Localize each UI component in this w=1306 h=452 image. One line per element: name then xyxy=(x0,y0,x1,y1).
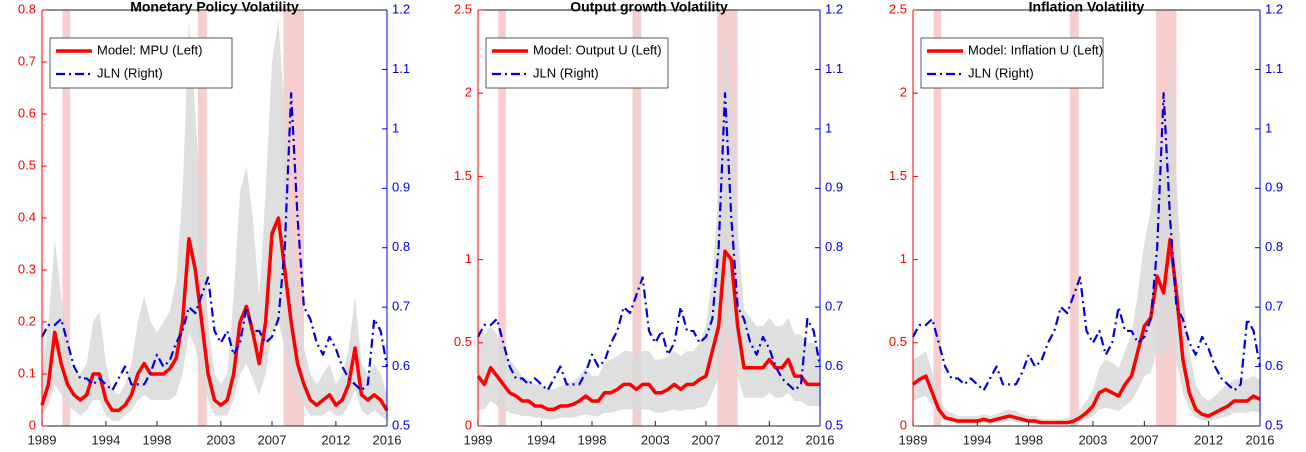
y-tick-label: 0.3 xyxy=(18,261,36,276)
y-tick-label: 1 xyxy=(465,251,472,266)
y-tick-label: 2 xyxy=(900,85,907,100)
y2-tick-label: 0.9 xyxy=(392,180,410,195)
x-tick-label: 1998 xyxy=(143,432,172,447)
x-tick-label: 2007 xyxy=(258,432,287,447)
y-tick-label: 0.5 xyxy=(18,157,36,172)
y-tick-label: 1 xyxy=(900,251,907,266)
y2-tick-label: 0.8 xyxy=(392,239,410,254)
legend-label: JLN (Right) xyxy=(533,65,599,80)
confidence-band xyxy=(478,26,820,420)
y-tick-label: 0.7 xyxy=(18,53,36,68)
y2-tick-label: 0.9 xyxy=(1265,180,1283,195)
y2-tick-label: 1.2 xyxy=(392,1,410,16)
series-line xyxy=(40,216,389,413)
legend-label: Model: Inflation U (Left) xyxy=(968,42,1103,57)
recession-shade xyxy=(62,10,71,426)
y2-tick-label: 0.5 xyxy=(825,417,843,432)
y2-tick-label: 0.8 xyxy=(1265,239,1283,254)
y-tick-label: 0.6 xyxy=(18,105,36,120)
legend-label: Model: MPU (Left) xyxy=(97,42,202,57)
recession-shade xyxy=(197,10,207,426)
y-tick-label: 2 xyxy=(465,85,472,100)
x-tick-label: 1994 xyxy=(91,432,120,447)
legend-label: Model: Output U (Left) xyxy=(533,42,662,57)
y2-tick-label: 0.9 xyxy=(825,180,843,195)
confidence-band xyxy=(42,20,387,421)
y2-tick-label: 0.7 xyxy=(392,299,410,314)
y2-tick-label: 1 xyxy=(392,120,399,135)
chart-title: Output growth Volatility xyxy=(570,0,728,15)
x-tick-label: 1998 xyxy=(578,432,607,447)
recession-shade xyxy=(632,10,642,426)
x-tick-label: 1989 xyxy=(899,432,928,447)
y2-tick-label: 1 xyxy=(1265,120,1272,135)
y-tick-label: 0.4 xyxy=(18,209,36,224)
y2-tick-label: 1.1 xyxy=(1265,61,1283,76)
recession-shade xyxy=(1069,10,1079,426)
y-tick-label: 0.2 xyxy=(18,313,36,328)
y2-tick-label: 0.6 xyxy=(392,358,410,373)
x-tick-label: 1989 xyxy=(464,432,493,447)
y2-tick-label: 0.7 xyxy=(1265,299,1283,314)
x-tick-label: 2012 xyxy=(321,432,350,447)
x-tick-label: 2007 xyxy=(692,432,721,447)
y2-tick-label: 1.1 xyxy=(392,61,410,76)
x-tick-label: 1989 xyxy=(28,432,57,447)
x-tick-label: 2016 xyxy=(806,432,835,447)
series-line xyxy=(41,92,389,392)
recession-shade xyxy=(498,10,506,426)
legend-label: JLN (Right) xyxy=(97,65,163,80)
x-tick-label: 2003 xyxy=(1078,432,1107,447)
chart-title: Inflation Volatility xyxy=(1029,0,1145,15)
x-tick-label: 2007 xyxy=(1130,432,1159,447)
series-line xyxy=(476,249,820,412)
chart-title: Monetary Policy Volatility xyxy=(130,0,299,15)
y2-tick-label: 0.6 xyxy=(825,358,843,373)
y-tick-label: 2.5 xyxy=(889,1,907,16)
x-tick-label: 1994 xyxy=(527,432,556,447)
y-tick-label: 0 xyxy=(900,417,907,432)
series-line xyxy=(477,92,822,392)
y-tick-label: 1.5 xyxy=(889,168,907,183)
y2-tick-label: 1.2 xyxy=(825,1,843,16)
x-tick-label: 2012 xyxy=(1194,432,1223,447)
series-line xyxy=(911,237,1261,425)
y-tick-label: 0.8 xyxy=(18,1,36,16)
y2-tick-label: 0.5 xyxy=(392,417,410,432)
x-tick-label: 1998 xyxy=(1014,432,1043,447)
panel: 0 0.1 0.2 0.3 0.4 0.5 0.6 0.7 0.8 0.5 0.6 0.7 0.8 0.9… xyxy=(18,0,410,447)
y-tick-label: 0.5 xyxy=(889,334,907,349)
y2-tick-label: 0.7 xyxy=(825,299,843,314)
panel: 0 0.5 1 1.5 2 2.5 0.5 0.6 0.7 0.8 0.9 1 1.1 1.2 1989 19… xyxy=(454,0,843,447)
confidence-band xyxy=(913,59,1260,425)
y-tick-label: 1.5 xyxy=(454,168,472,183)
x-tick-label: 2016 xyxy=(373,432,402,447)
legend-label: JLN (Right) xyxy=(968,65,1034,80)
y2-tick-label: 1.2 xyxy=(1265,1,1283,16)
x-tick-label: 2003 xyxy=(641,432,670,447)
y-tick-label: 2.5 xyxy=(454,1,472,16)
y2-tick-label: 0.5 xyxy=(1265,417,1283,432)
y-tick-label: 0.5 xyxy=(454,334,472,349)
y2-tick-label: 1.1 xyxy=(825,61,843,76)
x-tick-label: 2012 xyxy=(755,432,784,447)
panel: 0 0.5 1 1.5 2 2.5 0.5 0.6 0.7 0.8 0.9 1 1.1 1.2 1989 19… xyxy=(889,0,1283,447)
x-tick-label: 2003 xyxy=(206,432,235,447)
y2-tick-label: 1 xyxy=(825,120,832,135)
x-tick-label: 2016 xyxy=(1246,432,1275,447)
legend-box xyxy=(920,37,1104,89)
recession-shade xyxy=(933,10,942,426)
y-tick-label: 0 xyxy=(29,417,36,432)
legend-box xyxy=(49,37,233,89)
legend-box xyxy=(485,37,669,89)
x-tick-label: 1994 xyxy=(963,432,992,447)
y2-tick-label: 0.6 xyxy=(1265,358,1283,373)
series-line xyxy=(912,92,1262,392)
y2-tick-label: 0.8 xyxy=(825,239,843,254)
y-tick-label: 0.1 xyxy=(18,365,36,380)
y-tick-label: 0 xyxy=(465,417,472,432)
